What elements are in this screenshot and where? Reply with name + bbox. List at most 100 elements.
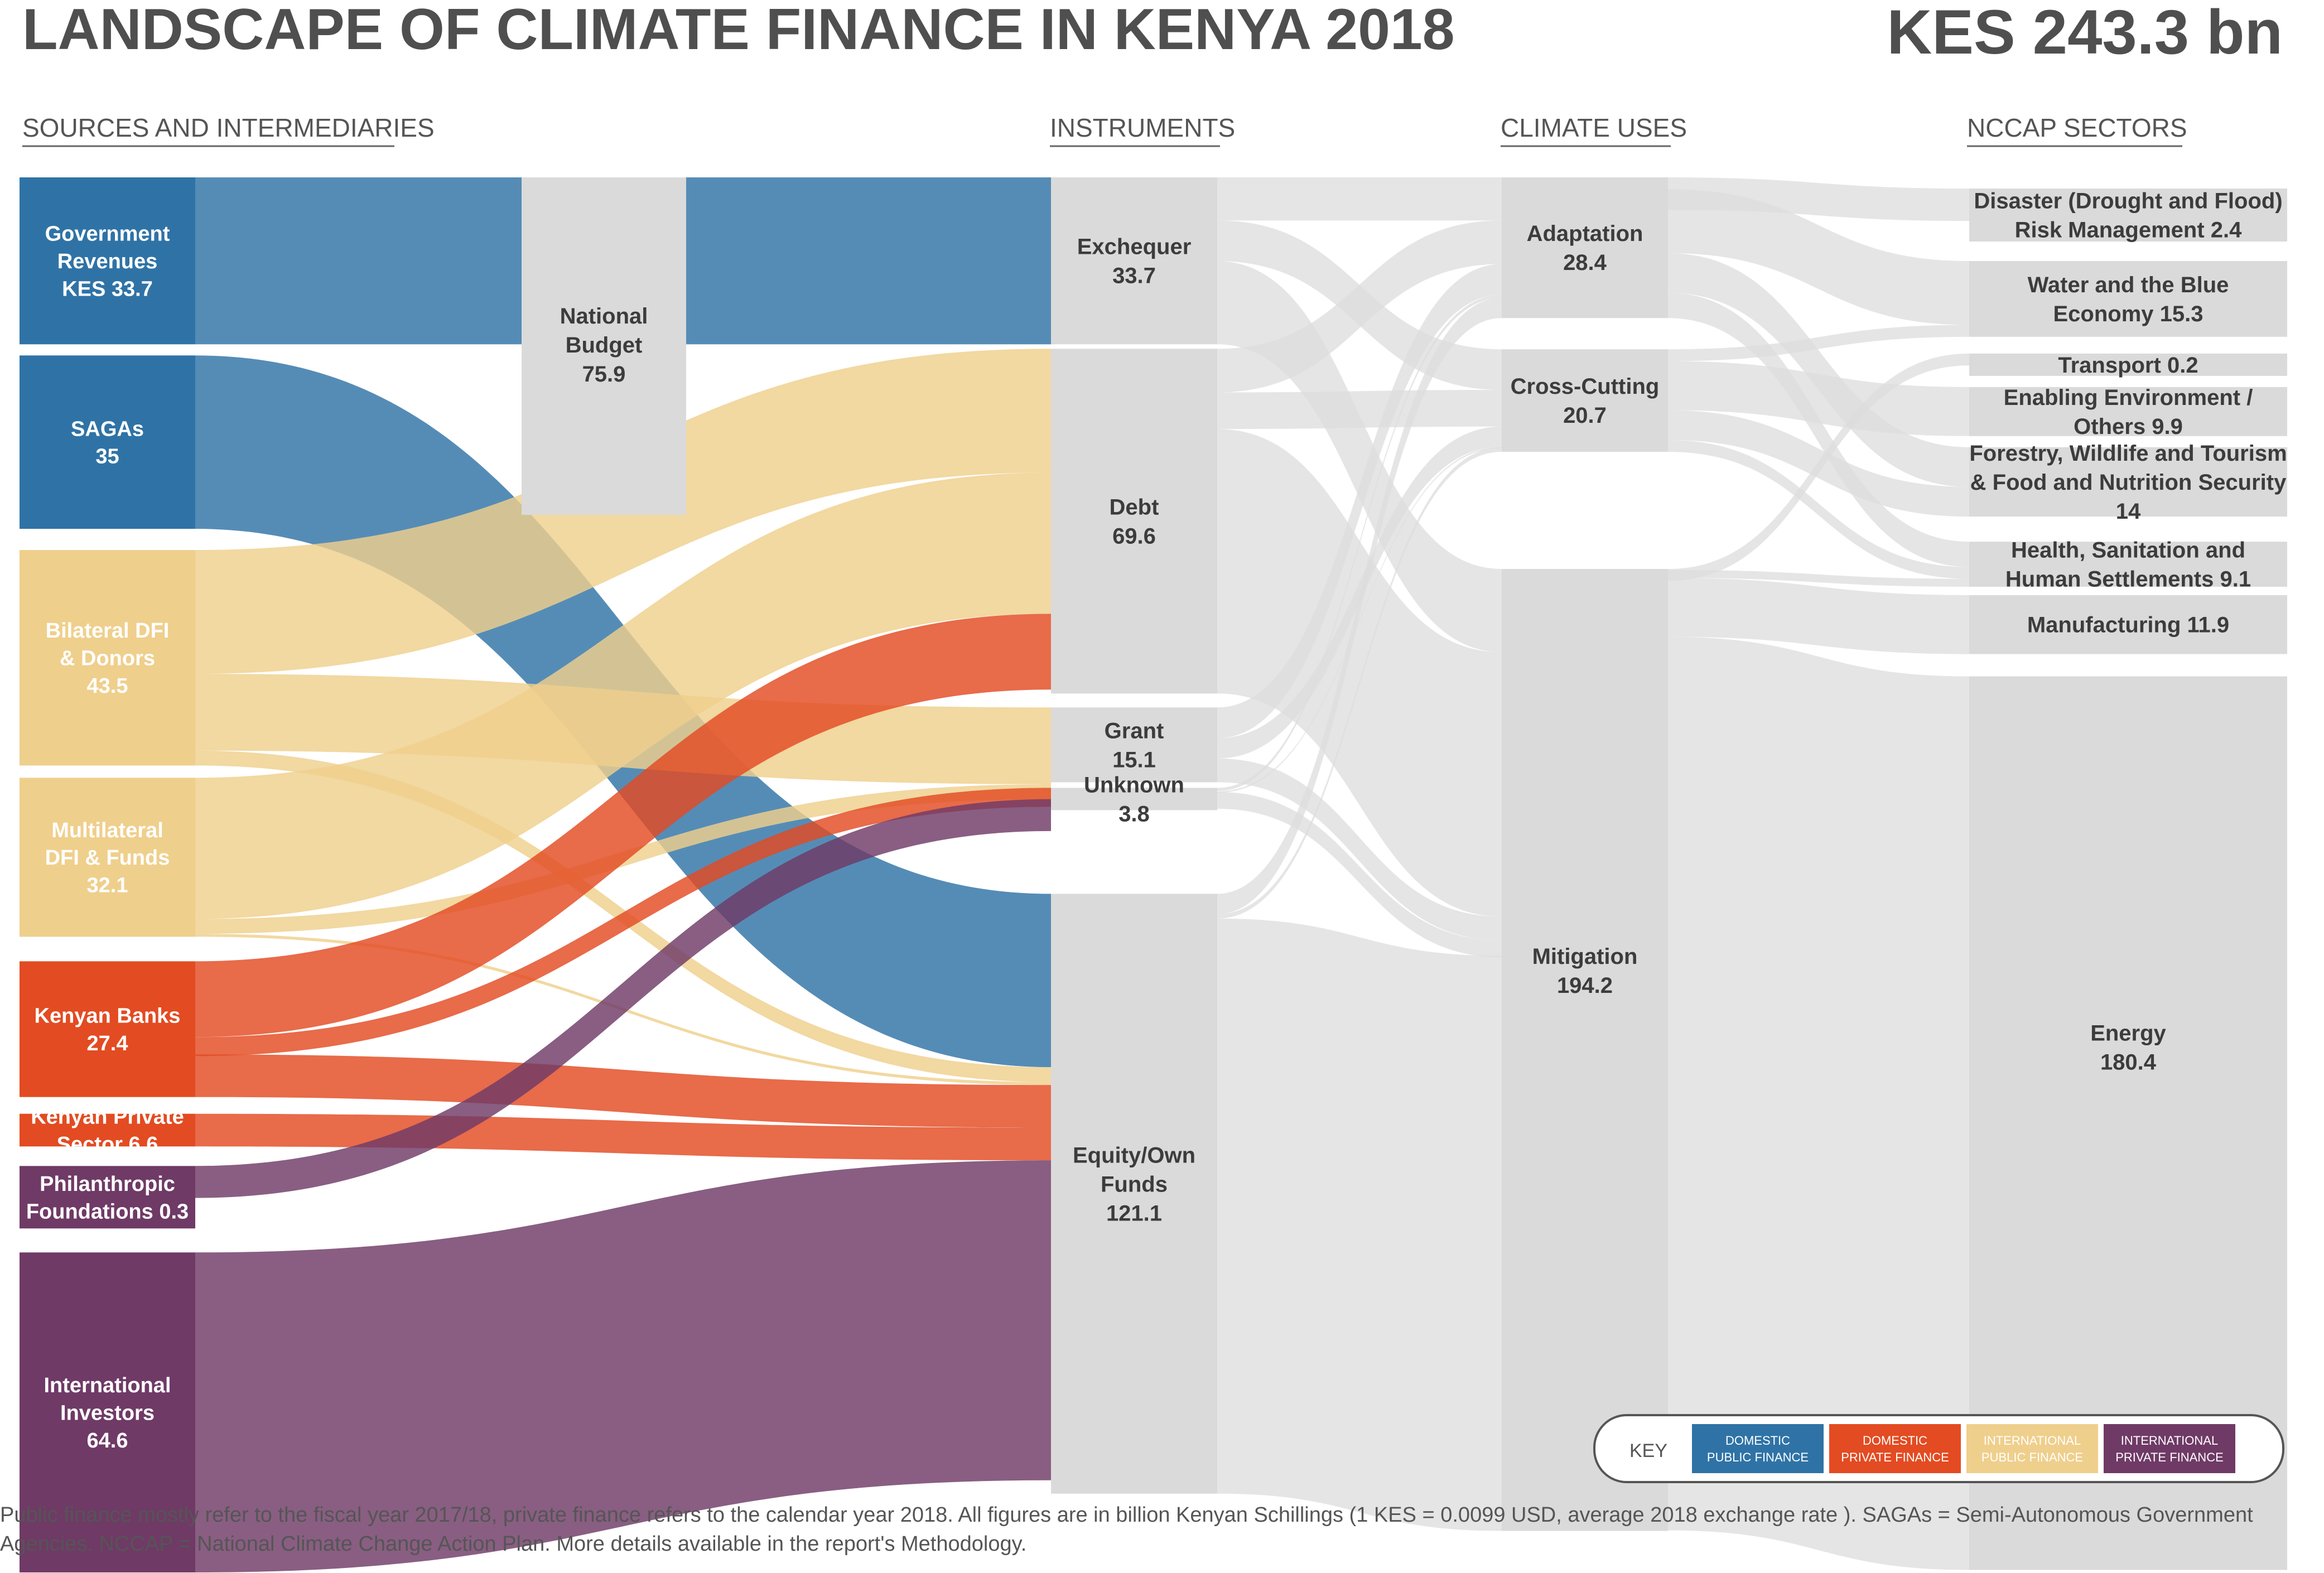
link-crosscutting-to-s_enabling: [1668, 361, 1969, 436]
node-s_water: Water and the Blue Economy 15.3: [1969, 261, 2287, 337]
node-label-sagas: SAGAs: [71, 417, 144, 441]
node-adaptation: Adaptation 28.4: [1502, 177, 1668, 319]
node-label-sagas: 35: [95, 445, 119, 469]
link-crosscutting-to-s_health: [1668, 440, 1969, 579]
key-item-label: DOMESTIC: [1863, 1434, 1927, 1447]
node-private: Kenyan Private Sector 6.6: [20, 1106, 195, 1156]
node-exchequer: Exchequer 33.7: [1051, 177, 1217, 345]
node-label-private: Sector 6.6: [57, 1133, 158, 1156]
node-label-s_energy: 180.4: [2100, 1050, 2157, 1075]
node-s_transport: Transport 0.2: [1969, 353, 2287, 378]
node-bar-s_water: [1969, 261, 2287, 337]
link-mitigation-to-s_transport: [1668, 353, 1969, 581]
node-label-s_disaster: Disaster (Drought and Flood): [1974, 189, 2282, 214]
node-s_disaster: Disaster (Drought and Flood) Risk Managem…: [1969, 189, 2287, 243]
node-label-gov: Revenues: [57, 250, 158, 273]
key-item-label: INTERNATIONAL: [1984, 1434, 2081, 1447]
node-s_forestry: Forestry, Wildlife and Tourism & Food and…: [1969, 441, 2287, 524]
node-bar-grant: [1051, 707, 1217, 783]
node-bar-s_health: [1969, 542, 2287, 587]
link-equity-to-adaptation: [1217, 297, 1502, 914]
node-debt: Debt 69.6: [1051, 349, 1217, 694]
node-label-debt: 69.6: [1112, 524, 1156, 548]
node-label-s_transport: Transport 0.2: [2058, 353, 2198, 378]
header-sectors: NCCAP SECTORS: [1967, 113, 2187, 142]
node-label-s_manufacturing: Manufacturing 11.9: [2027, 613, 2229, 638]
node-label-banks: Kenyan Banks: [35, 1005, 181, 1028]
node-s_health: Health, Sanitation and Human Settlements …: [1969, 538, 2287, 592]
node-label-multilateral: 32.1: [87, 874, 128, 898]
link-private-to-equity: [195, 1113, 1051, 1161]
key-item-label: PRIVATE FINANCE: [2115, 1450, 2224, 1464]
node-gov: Government Revenues KES 33.7: [20, 177, 195, 345]
node-bar-budget: [522, 177, 686, 515]
node-bar-s_transport: [1969, 353, 2287, 376]
node-bar-debt: [1051, 349, 1217, 694]
node-label-philanthropic: Philanthropic: [40, 1172, 175, 1196]
link-banks-to-unknown: [195, 788, 1051, 1056]
node-label-unknown: Unknown: [1084, 773, 1184, 797]
link-debt-to-adaptation: [1217, 220, 1502, 393]
link-mitigation-to-s_health: [1668, 570, 1969, 587]
node-label-s_water: Water and the Blue: [2028, 273, 2229, 297]
node-label-s_enabling: Others 9.9: [2074, 414, 2183, 439]
link-crosscutting-to-s_water: [1668, 325, 1969, 361]
node-mitigation: Mitigation 194.2: [1502, 569, 1668, 1531]
node-label-private: Kenyan Private: [31, 1106, 184, 1129]
node-label-s_forestry: & Food and Nutrition Security: [1970, 470, 2287, 495]
link-multilateral-to-debt: [195, 472, 1051, 919]
node-label-s_energy: Energy: [2090, 1021, 2166, 1046]
key-item-label: INTERNATIONAL: [2121, 1434, 2218, 1447]
node-label-s_health: Human Settlements 9.1: [2005, 567, 2251, 592]
node-label-unknown: 3.8: [1118, 802, 1150, 826]
node-bar-banks: [20, 961, 195, 1097]
link-debt-to-crosscutting: [1217, 390, 1502, 430]
node-label-crosscutting: 20.7: [1563, 403, 1607, 428]
node-bar-multilateral: [20, 778, 195, 937]
link-banks-to-equity: [195, 1054, 1051, 1128]
node-label-s_disaster: Risk Management 2.4: [2015, 218, 2243, 243]
link-grant-to-crosscutting: [1217, 426, 1502, 759]
link-equity-to-mitigation: [1217, 918, 1502, 1531]
node-philanthropic: Philanthropic Foundations 0.3: [20, 1166, 195, 1229]
key-swatch: [2104, 1424, 2235, 1473]
link-equity-to-crosscutting: [1217, 447, 1502, 919]
node-bar-s_forestry: [1969, 447, 2287, 517]
link-adaptation-to-s_health: [1668, 292, 1969, 567]
node-label-s_water: Economy 15.3: [2053, 302, 2203, 326]
node-label-exchequer: 33.7: [1112, 264, 1156, 288]
node-intl: International Investors 64.6: [20, 1252, 195, 1572]
node-sagas: SAGAs 35: [20, 355, 195, 529]
node-bar-private: [20, 1113, 195, 1147]
node-label-exchequer: Exchequer: [1077, 235, 1192, 259]
link-grant-to-mitigation: [1217, 758, 1502, 941]
key-swatch: [1829, 1424, 1961, 1473]
node-crosscutting: Cross-Cutting 20.7: [1502, 349, 1668, 452]
node-label-bilateral: Bilateral DFI: [46, 619, 170, 643]
link-banks-to-debt: [195, 614, 1051, 1038]
header-sources: SOURCES AND INTERMEDIARIES: [22, 113, 435, 142]
node-bar-philanthropic: [20, 1166, 195, 1229]
node-bar-s_manufacturing: [1969, 595, 2287, 654]
link-debt-to-mitigation: [1217, 429, 1502, 917]
node-label-gov: Government: [45, 223, 170, 246]
node-label-gov: KES 33.7: [62, 277, 153, 301]
node-label-s_forestry: 14: [2116, 499, 2141, 524]
node-label-budget: Budget: [566, 333, 643, 358]
key-label: KEY: [1629, 1440, 1667, 1461]
link-philanthropic-to-grant: [195, 799, 1051, 1198]
total-amount: KES 243.3 bn: [1887, 0, 2283, 67]
node-label-bilateral: 43.5: [87, 674, 128, 698]
key-items: DOMESTIC PUBLIC FINANCE DOMESTIC PRIVATE FI…: [1692, 1424, 2235, 1473]
node-equity: Equity/Own Funds 121.1: [1051, 894, 1217, 1494]
node-bar-equity: [1051, 894, 1217, 1494]
node-label-s_health: Health, Sanitation and: [2011, 538, 2245, 563]
node-bilateral: Bilateral DFI & Donors 43.5: [20, 550, 195, 766]
link-intl-to-equity: [195, 1160, 1051, 1572]
node-label-equity: 121.1: [1106, 1201, 1162, 1225]
node-label-multilateral: Multilateral: [51, 819, 163, 842]
node-label-crosscutting: Cross-Cutting: [1511, 374, 1660, 399]
node-bar-gov: [20, 177, 195, 345]
node-bar-crosscutting: [1502, 349, 1668, 452]
key-item-label: DOMESTIC: [1725, 1434, 1790, 1447]
